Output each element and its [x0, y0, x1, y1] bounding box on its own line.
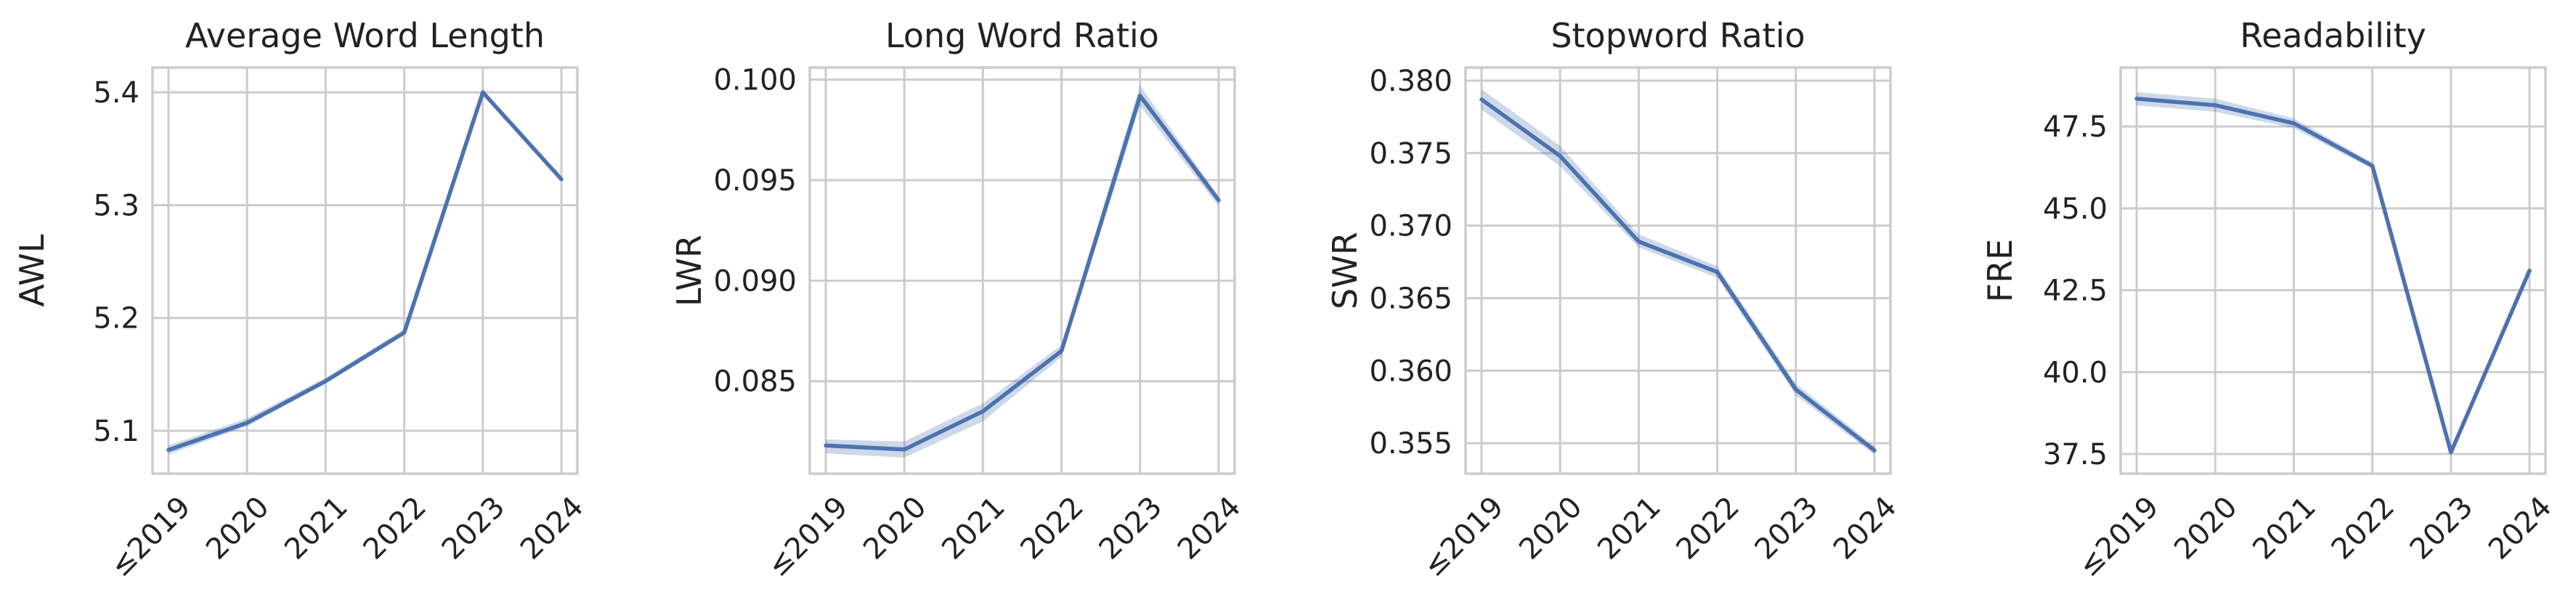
- data-point-swr: [1794, 387, 1798, 392]
- series-line-fre: [2134, 97, 2532, 455]
- x-tick-label: 2024: [1171, 490, 1248, 567]
- y-tick-label: 47.5: [2043, 110, 2108, 144]
- x-tick-label: 2022: [357, 490, 434, 567]
- data-point-swr: [1636, 240, 1641, 244]
- y-tick-label: 40.0: [2043, 356, 2108, 389]
- x-tick-label: 2023: [436, 490, 512, 567]
- x-tick-label: 2024: [1827, 490, 1903, 567]
- data-point-fre: [2291, 121, 2296, 126]
- y-tick-label: 0.100: [713, 64, 797, 97]
- plot-frame: [2119, 66, 2547, 475]
- x-tick-label: ≤2019: [2072, 490, 2165, 583]
- y-tick-label: 0.360: [1369, 354, 1452, 388]
- series-line-lwr: [824, 93, 1221, 452]
- x-tick-label: ≤2019: [1417, 490, 1510, 583]
- y-tick-label: 0.355: [1369, 427, 1452, 461]
- y-tick-label: 45.0: [2043, 192, 2108, 226]
- confidence-band: [168, 89, 561, 455]
- y-tick-label: 0.085: [713, 365, 797, 399]
- y-tick-label: 0.095: [713, 164, 797, 198]
- data-point-awl: [323, 379, 328, 384]
- x-tick-label: 2020: [857, 490, 933, 567]
- plot-frame: [151, 66, 579, 475]
- x-tick-label: 2022: [1015, 490, 1091, 567]
- x-tick-label: 2020: [200, 490, 276, 567]
- y-tick-label: 0.370: [1369, 210, 1452, 243]
- confidence-band: [826, 85, 1219, 458]
- data-point-swr: [1872, 448, 1877, 453]
- x-tick-label: 2020: [1513, 490, 1589, 567]
- x-tick-label: 2020: [2168, 490, 2244, 567]
- data-point-awl: [402, 331, 407, 335]
- y-axis-label: LWR: [670, 235, 709, 307]
- x-tick-label: 2021: [1591, 490, 1667, 567]
- series-line-awl: [166, 90, 564, 453]
- series-line-swr: [1479, 97, 1877, 453]
- y-tick-label: 0.375: [1369, 137, 1452, 171]
- x-tick-label: 2024: [2482, 490, 2559, 567]
- x-tick-label: 2022: [2325, 490, 2402, 567]
- x-tick-label: 2023: [1749, 490, 1825, 567]
- y-tick-label: 0.365: [1369, 282, 1452, 315]
- y-tick-label: 0.090: [713, 264, 797, 298]
- y-tick-label: 5.4: [93, 76, 139, 110]
- x-tick-label: ≤2019: [104, 490, 197, 583]
- x-tick-label: 2021: [2246, 490, 2323, 567]
- data-point-fre: [2134, 97, 2139, 101]
- chart-title: Stopword Ratio: [1551, 16, 1805, 55]
- panel-stopword-ratio: Stopword Ratio SWR 0.355 0.360 0.365 0.370 0.3…: [1325, 16, 1903, 583]
- data-point-awl: [481, 90, 485, 94]
- x-tick-label: 2023: [1093, 490, 1169, 567]
- panel-long-word-ratio: Long Word Ratio LWR 0.085 0.090 0.095 0.100 ≤2…: [670, 16, 1247, 583]
- chart-title: Long Word Ratio: [885, 16, 1159, 55]
- data-point-fre: [2370, 163, 2375, 168]
- x-tick-label: 2021: [278, 490, 354, 567]
- x-tick-label: ≤2019: [761, 490, 854, 583]
- y-tick-label: 0.380: [1369, 65, 1452, 98]
- data-point-swr: [1558, 154, 1562, 158]
- data-point-lwr: [980, 409, 985, 413]
- y-axis-label: AWL: [12, 234, 52, 307]
- chart-title: Readability: [2240, 16, 2426, 55]
- y-tick-label: 5.2: [93, 302, 139, 336]
- data-point-lwr: [824, 443, 828, 447]
- x-tick-label: 2022: [1670, 490, 1747, 567]
- x-tick-label: 2023: [2404, 490, 2480, 567]
- data-point-awl: [559, 177, 564, 182]
- data-point-fre: [2449, 450, 2453, 455]
- data-point-fre: [2527, 269, 2532, 273]
- plot-frame: [808, 66, 1236, 475]
- data-point-awl: [166, 447, 171, 452]
- data-point-lwr: [1216, 198, 1221, 203]
- y-tick-label: 5.1: [93, 415, 139, 448]
- plot-frame: [1464, 66, 1892, 475]
- data-point-lwr: [1060, 349, 1064, 353]
- data-point-swr: [1715, 270, 1720, 274]
- x-tick-label: 2021: [935, 490, 1012, 567]
- data-point-awl: [245, 421, 249, 425]
- data-point-lwr: [1138, 94, 1142, 98]
- y-tick-label: 42.5: [2043, 275, 2108, 308]
- data-point-lwr: [902, 447, 906, 452]
- y-axis-label: FRE: [1980, 239, 2020, 303]
- y-tick-label: 5.3: [93, 189, 139, 222]
- y-tick-label: 37.5: [2043, 438, 2108, 471]
- data-point-fre: [2213, 103, 2217, 108]
- chart-title: Average Word Length: [185, 16, 545, 55]
- data-point-swr: [1479, 97, 1484, 102]
- y-axis-label: SWR: [1325, 232, 1365, 309]
- x-tick-label: 2024: [514, 490, 590, 567]
